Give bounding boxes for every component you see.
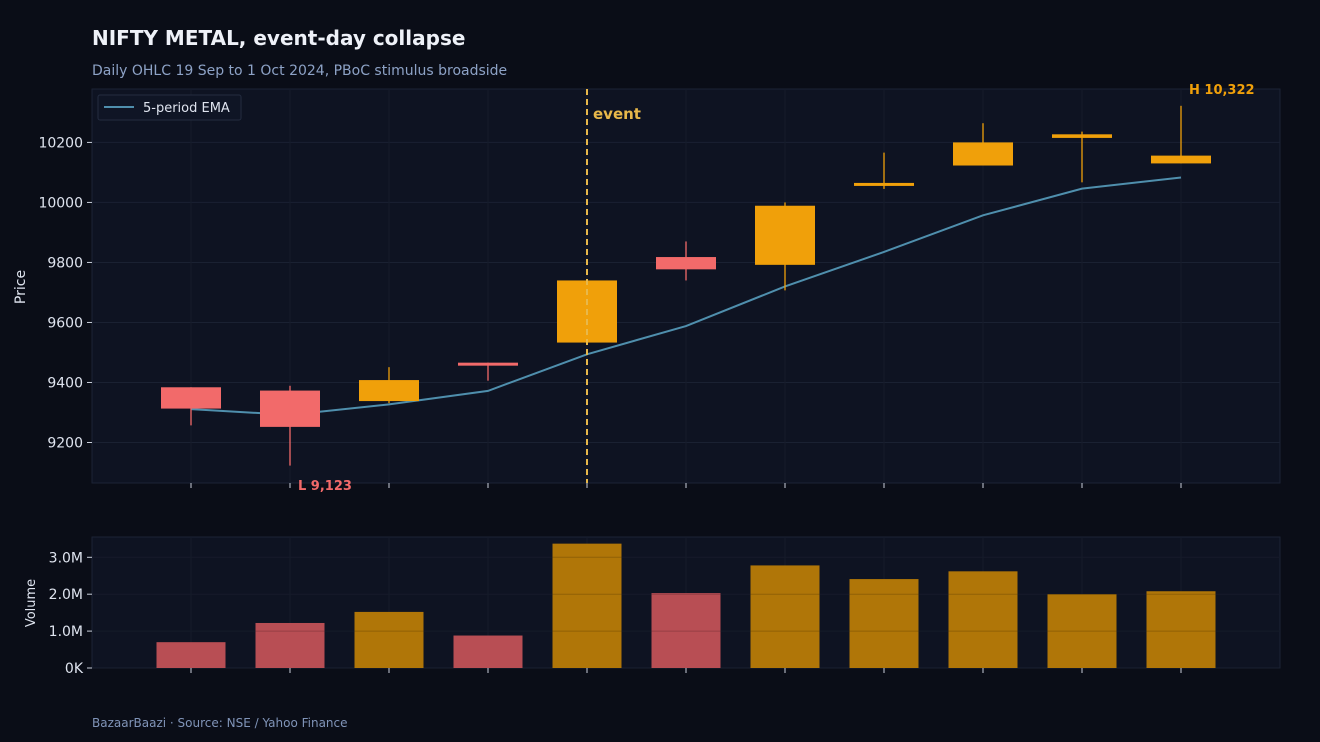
volume-tick-label: 2.0M bbox=[49, 587, 83, 603]
volume-bar bbox=[651, 593, 721, 668]
candle-body bbox=[161, 387, 221, 409]
candle bbox=[656, 241, 716, 281]
volume-bar bbox=[948, 571, 1018, 668]
price-axis-label: Price bbox=[13, 270, 29, 304]
price-tick-label: 9200 bbox=[47, 435, 83, 451]
volume-tick-label: 0K bbox=[65, 661, 84, 677]
price-tick-label: 9400 bbox=[47, 375, 83, 391]
candle-body bbox=[260, 390, 320, 427]
chart-subtitle: Daily OHLC 19 Sep to 1 Oct 2024, PBoC st… bbox=[92, 63, 508, 79]
candle bbox=[854, 152, 914, 189]
chart-footer: BazaarBaazi · Source: NSE / Yahoo Financ… bbox=[92, 716, 348, 730]
candle bbox=[458, 362, 518, 381]
candle bbox=[953, 123, 1013, 166]
volume-bar bbox=[1146, 591, 1216, 668]
high-annotation: H 10,322 bbox=[1189, 83, 1255, 98]
candle-body bbox=[359, 380, 419, 402]
candle bbox=[1151, 105, 1211, 164]
volume-bar bbox=[255, 622, 325, 668]
candle-body bbox=[854, 182, 914, 186]
volume-bar bbox=[1047, 594, 1117, 668]
volume-bar bbox=[750, 565, 820, 668]
price-tick-label: 9600 bbox=[47, 315, 83, 331]
volume-bar bbox=[453, 635, 523, 668]
volume-bar bbox=[552, 543, 622, 668]
legend-ema-label: 5-period EMA bbox=[143, 101, 230, 116]
price-tick-label: 9800 bbox=[47, 255, 83, 271]
candle-body bbox=[1151, 155, 1211, 164]
ema-line bbox=[190, 176, 1182, 416]
candle-body bbox=[458, 362, 518, 366]
legend-box bbox=[97, 94, 242, 121]
chart-legend: 5-period EMA bbox=[97, 94, 242, 121]
candle-body bbox=[1052, 134, 1112, 138]
volume-axis-label: Volume bbox=[24, 579, 39, 627]
volume-bar bbox=[156, 642, 226, 668]
candle-body bbox=[755, 205, 815, 265]
volume-tick-label: 3.0M bbox=[49, 550, 83, 566]
volume-bar bbox=[354, 611, 424, 668]
candle bbox=[755, 202, 815, 291]
candle-body bbox=[656, 257, 716, 270]
candle bbox=[161, 387, 221, 426]
candle bbox=[260, 385, 320, 466]
candle bbox=[1052, 131, 1112, 183]
event-label: event bbox=[593, 105, 641, 123]
chart-title: NIFTY METAL, event-day collapse bbox=[92, 26, 466, 50]
candle-body bbox=[953, 142, 1013, 166]
price-tick-label: 10200 bbox=[38, 135, 83, 151]
price-tick-label: 10000 bbox=[38, 195, 83, 211]
volume-tick-label: 1.0M bbox=[49, 624, 83, 640]
candle bbox=[359, 367, 419, 404]
volume-bar bbox=[849, 579, 919, 668]
low-annotation: L 9,123 bbox=[298, 479, 352, 494]
